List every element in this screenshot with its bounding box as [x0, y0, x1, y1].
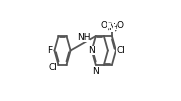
- Text: Cl: Cl: [116, 46, 125, 55]
- Text: ⁻: ⁻: [108, 19, 111, 28]
- Text: O: O: [117, 21, 124, 30]
- Text: +: +: [113, 24, 119, 30]
- Text: F: F: [47, 46, 52, 55]
- Text: Cl: Cl: [49, 63, 58, 72]
- Text: O: O: [101, 21, 108, 30]
- Text: N: N: [92, 67, 99, 76]
- Text: N: N: [109, 23, 115, 32]
- Text: NH: NH: [77, 33, 90, 42]
- Text: N: N: [88, 46, 95, 55]
